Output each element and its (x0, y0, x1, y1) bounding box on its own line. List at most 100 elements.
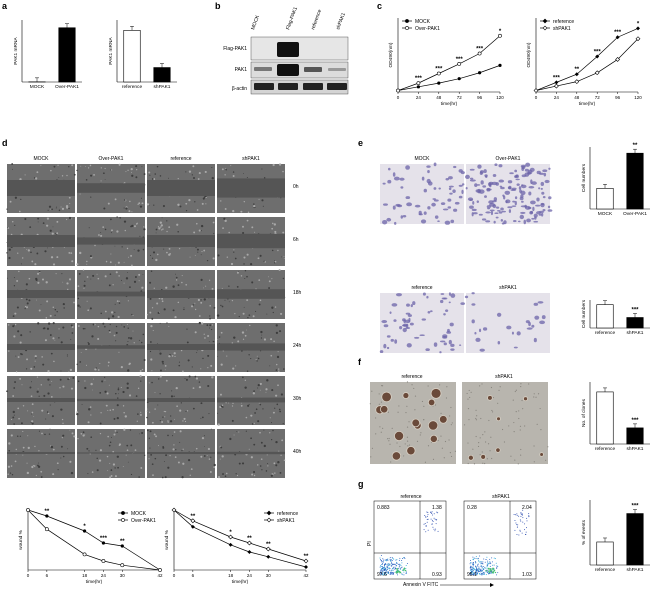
cell-speck (141, 166, 143, 168)
cell-speck (235, 473, 237, 475)
cell-speck (77, 285, 80, 287)
cell-speck (49, 428, 51, 430)
event-dot (392, 563, 394, 565)
event-dot (475, 571, 477, 573)
event-dot (516, 514, 518, 516)
cell-speck (50, 396, 53, 398)
cell-speck (99, 391, 102, 394)
event-dot (387, 564, 389, 566)
background-speck (408, 421, 410, 423)
background-speck (517, 463, 519, 465)
cell-speck (230, 262, 234, 266)
cell-speck (52, 337, 55, 340)
colony (381, 391, 392, 403)
cell-speck (181, 450, 183, 452)
colony (539, 452, 544, 457)
event-dot (481, 574, 483, 576)
blot-row-label: β-actin (232, 86, 247, 92)
event-dot (391, 573, 393, 575)
cell-speck (135, 176, 138, 179)
x-tick-label: 72 (457, 95, 463, 100)
cell-speck (207, 354, 210, 357)
event-dot (388, 567, 390, 569)
event-dot (478, 557, 480, 559)
cell-speck (11, 163, 14, 165)
background-speck (524, 425, 526, 427)
cell-speck (267, 463, 269, 465)
cell-speck (217, 338, 219, 340)
stained-cell (485, 211, 491, 214)
cell-speck (170, 415, 172, 417)
stained-cell (403, 319, 406, 324)
cell-speck (195, 377, 199, 380)
stained-cell (448, 187, 452, 191)
event-dot (481, 570, 483, 572)
stained-cell (520, 194, 524, 198)
cell-speck (52, 448, 55, 451)
colony (429, 434, 438, 443)
cell-speck (91, 335, 94, 338)
legend-marker (121, 511, 125, 515)
stained-cell (440, 202, 446, 206)
stained-cell (516, 331, 521, 336)
data-point (265, 546, 271, 552)
cell-speck (70, 471, 74, 475)
stained-cell (478, 328, 482, 333)
event-dot (478, 560, 480, 562)
event-dot (386, 569, 388, 571)
cell-speck (25, 298, 28, 301)
cell-speck (242, 338, 245, 340)
event-dot (432, 514, 434, 516)
cell-speck (211, 287, 214, 290)
stained-cell (460, 171, 465, 175)
cell-speck (157, 404, 159, 406)
cell-speck (66, 218, 68, 221)
cell-speck (37, 281, 40, 284)
cell-speck (131, 211, 133, 213)
cell-speck (259, 254, 262, 257)
stained-cell (472, 212, 478, 215)
background-speck (388, 440, 390, 442)
cell-speck (251, 423, 254, 425)
bar-category-label: Over-PAK1 (623, 211, 647, 217)
event-dot (475, 556, 477, 558)
event-dot (470, 560, 472, 562)
stained-cell (493, 197, 498, 202)
stained-cell (423, 211, 427, 215)
data-point (44, 527, 49, 532)
stained-cell (386, 335, 391, 338)
cell-speck (266, 454, 268, 456)
cell-speck (9, 200, 12, 203)
cell-speck (17, 435, 19, 437)
stained-cell (453, 208, 458, 212)
event-dot (528, 513, 530, 515)
cell-speck (84, 386, 87, 390)
stained-cell (500, 207, 504, 211)
quadrant-value: 95.1 (467, 572, 477, 578)
stained-cell (391, 303, 398, 307)
cell-speck (86, 447, 89, 450)
cell-speck (121, 324, 123, 326)
cell-speck (118, 163, 121, 166)
cell-speck (186, 410, 189, 412)
cell-speck (99, 432, 102, 435)
cell-speck (167, 466, 170, 469)
event-dot (387, 571, 389, 573)
cell-speck (99, 362, 101, 365)
wound-column-label: reference (170, 156, 191, 162)
cell-speck (133, 280, 137, 283)
cell-speck (247, 404, 250, 407)
event-dot (437, 512, 439, 514)
event-dot (490, 563, 492, 565)
cell-speck (117, 315, 120, 319)
cell-speck (152, 474, 154, 476)
event-dot (483, 558, 485, 560)
event-dot (485, 559, 487, 561)
stained-cell (450, 343, 455, 348)
legend-label: reference (277, 511, 298, 517)
cell-speck (63, 246, 65, 248)
cell-speck (240, 404, 243, 407)
cell-speck (126, 247, 129, 250)
event-dot (472, 564, 474, 566)
cell-speck (276, 403, 279, 406)
